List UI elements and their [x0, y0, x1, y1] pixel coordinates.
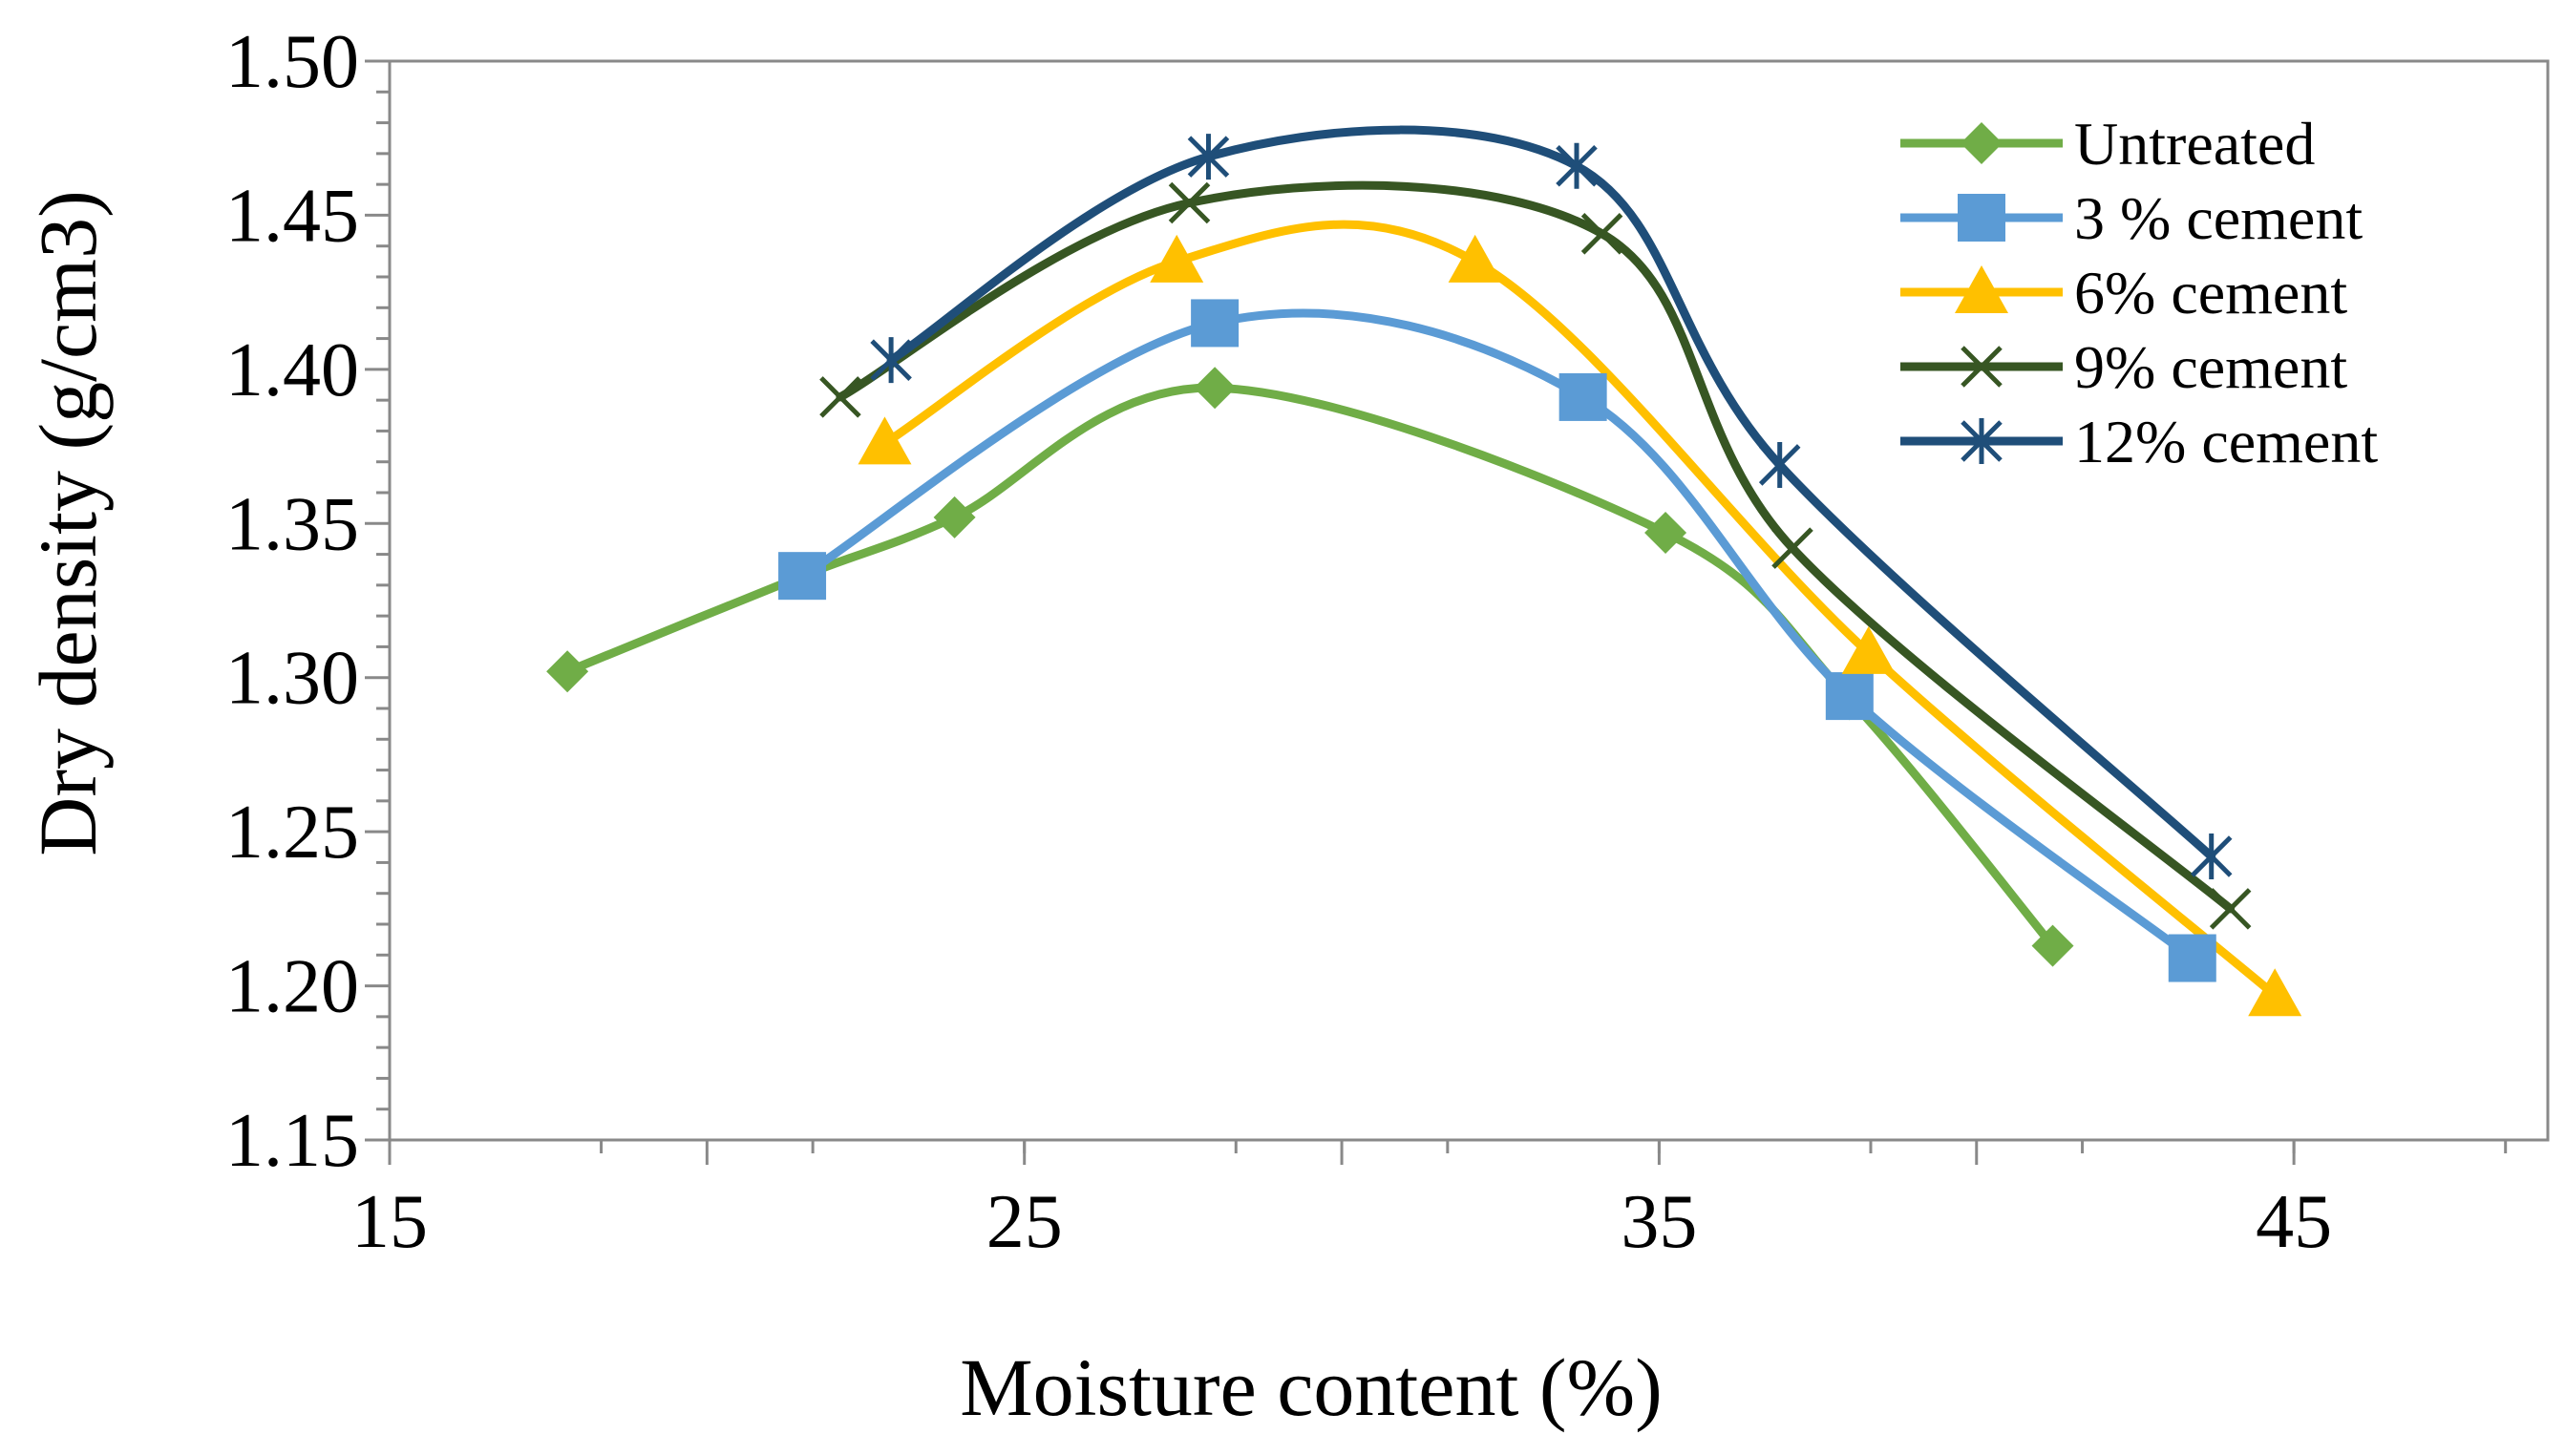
data-point-series-4 [1168, 181, 1211, 224]
series-line-5 [886, 125, 2216, 861]
marker-stroke [819, 376, 861, 418]
plot-area-border [388, 59, 2550, 1142]
x-tick-label: 15 [351, 1180, 428, 1264]
legend-item: 3 % cement [1900, 184, 2363, 252]
legend-marker [1955, 265, 2008, 313]
y-tick-label: 1.15 [225, 1099, 359, 1183]
data-point-series-3 [858, 416, 912, 465]
marker-stroke [1961, 346, 2003, 388]
legend-item: Untreated [1900, 110, 2315, 178]
data-point-series-1 [546, 650, 589, 693]
legend-label: 12% cement [2074, 408, 2378, 475]
legend-marker [1958, 194, 2005, 242]
y-tick-label: 1.50 [225, 20, 359, 104]
legend-label: 6% cement [2074, 259, 2347, 327]
legend-item: 9% cement [1900, 333, 2347, 401]
marker-stroke [1771, 527, 1813, 569]
series-line-1 [562, 383, 2057, 951]
series-line-3 [880, 220, 2279, 1000]
legend-label: 3 % cement [2074, 184, 2363, 252]
data-point-series-4 [819, 376, 861, 418]
data-point-series-5 [1758, 441, 1801, 488]
y-tick-label: 1.25 [225, 791, 359, 875]
data-point-series-1 [1194, 367, 1237, 410]
data-point-series-4 [1580, 213, 1623, 255]
x-tick-label: 25 [986, 1180, 1063, 1264]
data-point-series-2 [1825, 672, 1874, 721]
data-point-series-4 [1771, 527, 1813, 569]
legend-item: 6% cement [1900, 259, 2347, 327]
legend-label: Untreated [2074, 110, 2315, 178]
marker-stroke [1168, 181, 1211, 224]
legend-item: 12% cement [1900, 408, 2378, 475]
y-tick-labels: 1.15 1.20 1.25 1.30 1.35 1.40 1.45 1.50 [225, 20, 359, 1183]
legend-marker [1961, 418, 2003, 464]
data-point-series-1 [933, 496, 976, 538]
data-point-series-2 [1191, 299, 1240, 348]
data-point-series-2 [1558, 372, 1607, 421]
legend-marker [1961, 346, 2003, 388]
y-tick-label: 1.45 [225, 174, 359, 258]
data-point-series-5 [2190, 833, 2233, 879]
y-tick-label: 1.35 [225, 482, 359, 566]
data-point-series-3 [1448, 234, 1502, 283]
legend-marker [1961, 122, 2003, 164]
data-point-series-5 [1187, 134, 1230, 180]
data-point-series-5 [1556, 142, 1598, 189]
y-tick-label: 1.30 [225, 637, 359, 721]
data-point-series-5 [870, 337, 912, 384]
data-point-series-2 [2168, 934, 2216, 982]
x-tick-label: 35 [1621, 1180, 1697, 1264]
marker-stroke [1580, 213, 1623, 255]
x-tick-label: 45 [2256, 1180, 2332, 1264]
data-point-series-4 [2209, 888, 2252, 930]
axes [365, 59, 2550, 1165]
data-point-series-3 [2248, 968, 2302, 1017]
x-axis-title: Moisture content (%) [960, 1341, 1663, 1433]
data-point-series-2 [778, 552, 827, 601]
data-point-series-3 [1150, 234, 1204, 283]
legend-label: 9% cement [2074, 333, 2347, 401]
data-point-series-1 [2031, 924, 2074, 967]
x-tick-labels: 15 25 35 45 [351, 1180, 2332, 1264]
y-tick-label: 1.20 [225, 945, 359, 1029]
marker-stroke [2209, 888, 2252, 930]
y-tick-label: 1.40 [225, 328, 359, 412]
data-point-series-3 [1841, 625, 1896, 674]
data-point-series-1 [1644, 511, 1687, 554]
y-axis-title: Dry density (g/cm3) [22, 190, 114, 855]
marker-layer [546, 134, 2302, 1017]
